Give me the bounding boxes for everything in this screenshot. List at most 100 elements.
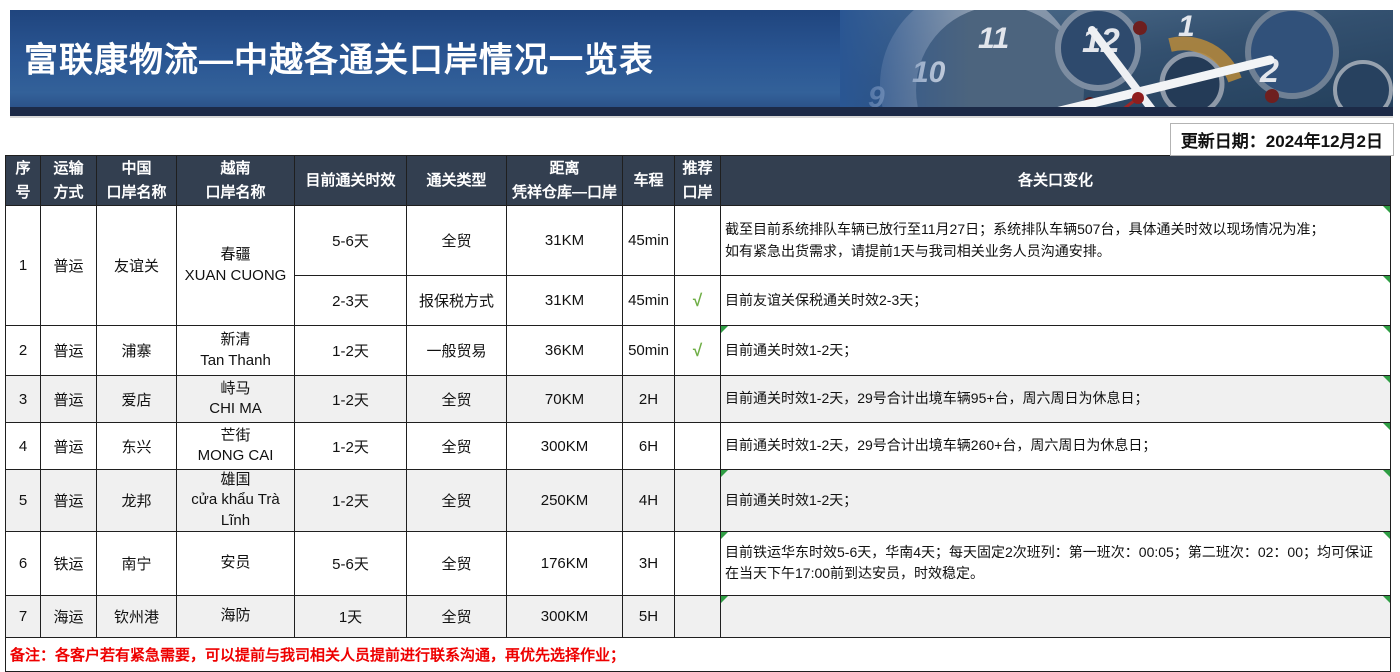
cell-seq[interactable]: 2 [5, 325, 41, 376]
cell-transport[interactable]: 铁运 [40, 530, 97, 596]
cell-vietnam-port[interactable]: 海防 [176, 594, 295, 638]
cell-recommended[interactable] [674, 594, 721, 638]
comment-marker-icon [1383, 276, 1390, 283]
cell-clearance-type[interactable]: 全贸 [406, 469, 507, 532]
cell-seq[interactable]: 6 [5, 530, 41, 596]
cell-transport[interactable]: 普运 [40, 375, 97, 423]
cell-clearance-type[interactable]: 全贸 [406, 375, 507, 423]
cell-transport[interactable]: 普运 [40, 422, 97, 470]
cell-china-port[interactable]: 龙邦 [96, 469, 177, 532]
cell-clearance-type[interactable]: 全贸 [406, 422, 507, 470]
cell-clearance-time[interactable]: 2-3天 [294, 275, 407, 326]
cell-clearance-type[interactable]: 全贸 [406, 594, 507, 638]
header-seq[interactable]: 序 号 [5, 155, 41, 206]
cell-distance[interactable]: 300KM [506, 594, 623, 638]
table-row: 7 海运 钦州港 海防 1天 全贸 300KM 5H [5, 594, 1391, 638]
cell-transport[interactable]: 普运 [40, 469, 97, 532]
cell-recommended[interactable]: √ [674, 325, 721, 376]
cell-drive-time[interactable]: 45min [622, 275, 675, 326]
table-row: 6 铁运 南宁 安员 5-6天 全贸 176KM 3H 目前铁运华东时效5-6天… [5, 530, 1391, 596]
cell-distance[interactable]: 300KM [506, 422, 623, 470]
comment-marker-icon [1383, 532, 1390, 539]
cell-vietnam-port[interactable]: 安员 [176, 530, 295, 596]
cell-clearance-type[interactable]: 报保税方式 [406, 275, 507, 326]
cell-remark[interactable] [720, 594, 1391, 638]
cell-recommended[interactable] [674, 469, 721, 532]
cell-seq[interactable]: 3 [5, 375, 41, 423]
update-date-row: 更新日期：2024年12月2日 [0, 123, 1394, 156]
cell-drive-time[interactable]: 50min [622, 325, 675, 376]
update-date: 更新日期：2024年12月2日 [1169, 123, 1394, 156]
cell-recommended[interactable]: √ [674, 275, 721, 326]
cell-drive-time[interactable]: 5H [622, 594, 675, 638]
cell-distance[interactable]: 31KM [506, 205, 623, 276]
cell-china-port[interactable]: 友谊关 [96, 205, 177, 326]
remark-text: 目前通关时效1-2天，29号合计出境车辆260+台，周六周日为休息日； [725, 437, 1157, 454]
cell-vietnam-port[interactable]: 春疆 XUAN CUONG [176, 205, 295, 326]
cell-clearance-type[interactable]: 全贸 [406, 530, 507, 596]
cell-transport[interactable]: 海运 [40, 594, 97, 638]
header-china-port[interactable]: 中国 口岸名称 [96, 155, 177, 206]
cell-clearance-time[interactable]: 1-2天 [294, 469, 407, 532]
cell-drive-time[interactable]: 4H [622, 469, 675, 532]
cell-recommended[interactable] [674, 530, 721, 596]
cell-clearance-time[interactable]: 1-2天 [294, 375, 407, 423]
cell-remark[interactable]: 目前通关时效1-2天，29号合计出境车辆95+台，周六周日为休息日； [720, 375, 1391, 423]
cell-distance[interactable]: 176KM [506, 530, 623, 596]
cell-china-port[interactable]: 爱店 [96, 375, 177, 423]
table-row: 1 普运 友谊关 春疆 XUAN CUONG 5-6天 全贸 31KM 45mi… [5, 205, 1391, 326]
cell-vietnam-port[interactable]: 雄国 cửa khẩu Trà Lĩnh [176, 469, 295, 532]
cell-recommended[interactable] [674, 375, 721, 423]
cell-clearance-time[interactable]: 1-2天 [294, 325, 407, 376]
note-text[interactable]: 备注：各客户若有紧急需要，可以提前与我司相关人员提前进行联系沟通，再优先选择作业… [5, 636, 1391, 672]
remark-text: 目前铁运华东时效5-6天，华南4天；每天固定2次班列：第一班次：00:05；第二… [725, 543, 1373, 582]
cell-transport[interactable]: 普运 [40, 325, 97, 376]
header-clearance-time[interactable]: 目前通关时效 [294, 155, 407, 206]
cell-drive-time[interactable]: 45min [622, 205, 675, 276]
cell-transport[interactable]: 普运 [40, 205, 97, 326]
cell-recommended[interactable] [674, 422, 721, 470]
cell-drive-time[interactable]: 3H [622, 530, 675, 596]
header-changes[interactable]: 各关口变化 [720, 155, 1391, 206]
header-transport[interactable]: 运输 方式 [40, 155, 97, 206]
cell-china-port[interactable]: 东兴 [96, 422, 177, 470]
cell-vietnam-port[interactable]: 峙马 CHI MA [176, 375, 295, 423]
cell-vietnam-port[interactable]: 新清 Tan Thanh [176, 325, 295, 376]
cell-clearance-type[interactable]: 一般贸易 [406, 325, 507, 376]
cell-recommended[interactable] [674, 205, 721, 276]
cell-drive-time[interactable]: 2H [622, 375, 675, 423]
clock-image: 9 10 11 12 1 2 [840, 10, 1393, 107]
comment-marker-icon [1383, 470, 1390, 477]
cell-seq[interactable]: 4 [5, 422, 41, 470]
cell-china-port[interactable]: 钦州港 [96, 594, 177, 638]
cell-distance[interactable]: 36KM [506, 325, 623, 376]
cell-drive-time[interactable]: 6H [622, 422, 675, 470]
cell-distance[interactable]: 31KM [506, 275, 623, 326]
header-recommended[interactable]: 推荐 口岸 [674, 155, 721, 206]
cell-remark[interactable]: 目前通关时效1-2天； [720, 469, 1391, 532]
cell-distance[interactable]: 250KM [506, 469, 623, 532]
header-vietnam-port[interactable]: 越南 口岸名称 [176, 155, 295, 206]
cell-clearance-time[interactable]: 5-6天 [294, 205, 407, 276]
cell-seq[interactable]: 1 [5, 205, 41, 326]
cell-vietnam-port[interactable]: 芒街 MONG CAI [176, 422, 295, 470]
cell-remark[interactable]: 截至目前系统排队车辆已放行至11月27日；系统排队车辆507台，具体通关时效以现… [720, 205, 1391, 276]
cell-remark[interactable]: 目前通关时效1-2天，29号合计出境车辆260+台，周六周日为休息日； [720, 422, 1391, 470]
cell-clearance-time[interactable]: 1天 [294, 594, 407, 638]
cell-seq[interactable]: 7 [5, 594, 41, 638]
header-clearance-type[interactable]: 通关类型 [406, 155, 507, 206]
banner-bottom-strip [10, 107, 1393, 116]
cell-seq[interactable]: 5 [5, 469, 41, 532]
cell-china-port[interactable]: 南宁 [96, 530, 177, 596]
cell-clearance-time[interactable]: 1-2天 [294, 422, 407, 470]
cell-distance[interactable]: 70KM [506, 375, 623, 423]
header-drive-time[interactable]: 车程 [622, 155, 675, 206]
cell-remark[interactable]: 目前友谊关保税通关时效2-3天； [720, 275, 1391, 326]
cell-remark[interactable]: 目前通关时效1-2天； [720, 325, 1391, 376]
cell-clearance-type[interactable]: 全贸 [406, 205, 507, 276]
header-distance[interactable]: 距离 凭祥仓库—口岸 [506, 155, 623, 206]
cell-clearance-time[interactable]: 5-6天 [294, 530, 407, 596]
remark-text: 目前通关时效1-2天； [725, 341, 858, 358]
cell-china-port[interactable]: 浦寨 [96, 325, 177, 376]
cell-remark[interactable]: 目前铁运华东时效5-6天，华南4天；每天固定2次班列：第一班次：00:05；第二… [720, 530, 1391, 596]
